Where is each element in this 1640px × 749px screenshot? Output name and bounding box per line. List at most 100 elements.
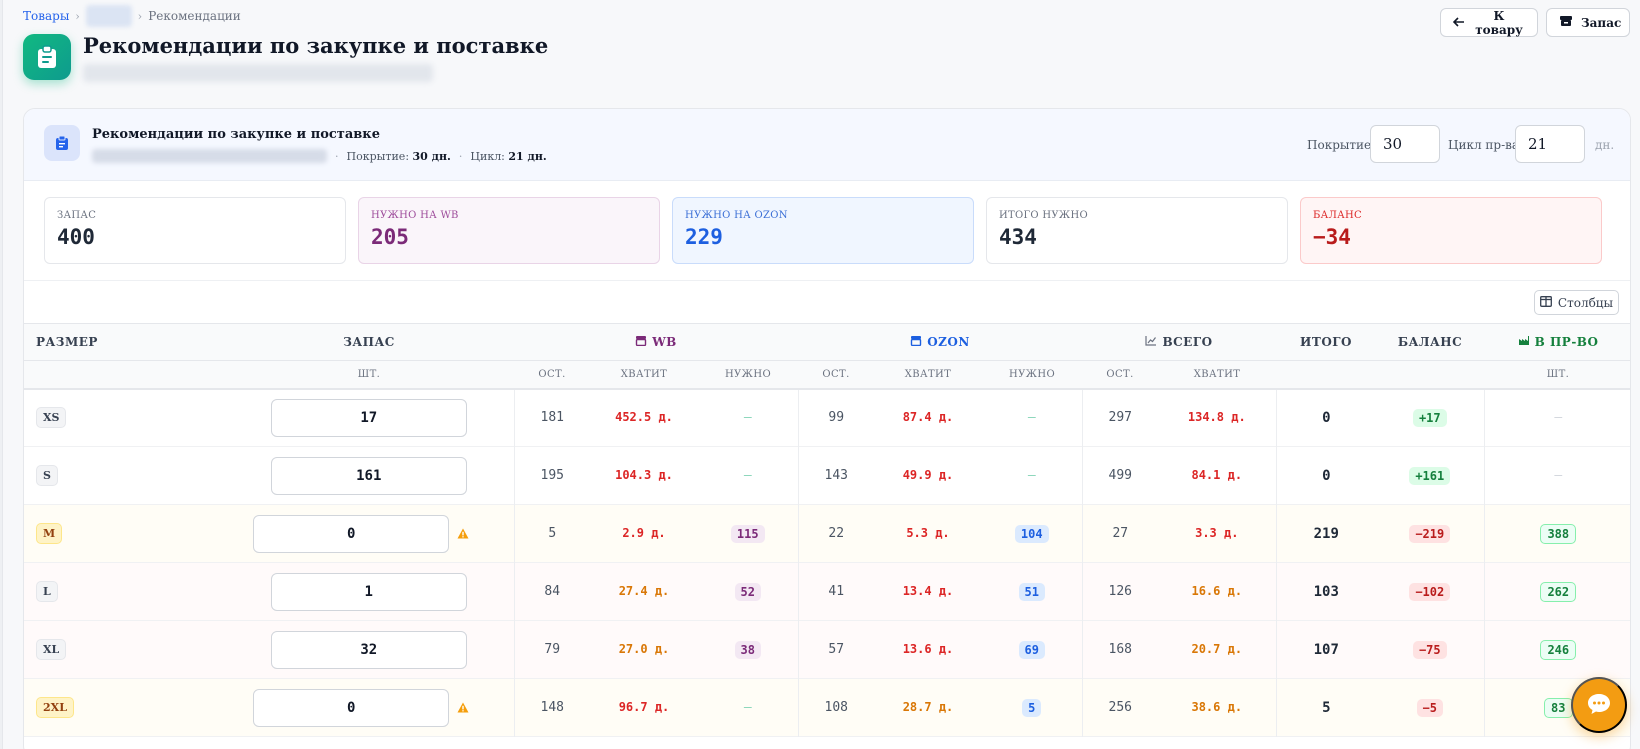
col-group-wb-label: WB: [652, 335, 677, 349]
col-group-ozon: OZON: [798, 323, 1083, 361]
breadcrumb-separator: ›: [137, 9, 143, 23]
size-badge: 2XL: [36, 697, 74, 718]
need-badge: 5: [1022, 698, 1042, 717]
stat-card-balance: БАЛАНС −34: [1300, 197, 1602, 264]
days-value: 3.3 д.: [1195, 526, 1239, 540]
clipboard-icon: [23, 34, 71, 80]
wb-days-cell: 27.0 д.: [590, 621, 698, 679]
empty-dash: —: [743, 468, 752, 483]
stat-value: 434: [999, 225, 1037, 249]
oz-days-cell: 13.6 д.: [874, 621, 982, 679]
stock-quantity-input[interactable]: [253, 514, 450, 553]
production-badge: 262: [1540, 581, 1577, 602]
cycle-input[interactable]: [1515, 125, 1585, 163]
chat-bubble-icon: [1586, 692, 1612, 719]
table-row: XL 79 27.0 д. 38 57 13.6 д. 69 168 20.7 д. 107 −75…: [24, 620, 1630, 679]
days-value: 5.3 д.: [906, 526, 950, 540]
days-value: 96.7 д.: [618, 700, 670, 714]
total-days-cell: 84.1 д.: [1158, 446, 1277, 505]
empty-dash: —: [1027, 468, 1036, 483]
oz-days-cell: 28.7 д.: [874, 679, 982, 737]
meta-cycle: Цикл: 21 дн.: [470, 150, 546, 163]
cycle-label: Цикл пр-ва:: [1448, 138, 1524, 152]
itogo-cell: 0: [1276, 447, 1376, 505]
subhead-oz-ost: ОСТ.: [798, 360, 874, 390]
meta-coverage: Покрытие: 30 дн.: [347, 150, 451, 163]
back-to-product-button[interactable]: К товару: [1440, 8, 1538, 37]
stock-quantity-input[interactable]: [270, 398, 467, 437]
subhead-total-ost: ОСТ.: [1082, 360, 1159, 390]
meta-separator: ·: [335, 149, 339, 163]
wb-need-cell: 38: [698, 620, 799, 679]
stock-button[interactable]: Запас: [1546, 8, 1630, 37]
col-production-label: В ПР-ВО: [1534, 335, 1599, 349]
wb-ost-cell: 5: [548, 526, 557, 541]
oz-ost-cell: 41: [828, 584, 845, 599]
subhead-empty: [1276, 360, 1377, 390]
page-subtitle: [83, 64, 433, 82]
size-badge: XS: [36, 407, 67, 429]
panel-title: Рекомендации по закупке и поставке: [92, 127, 380, 142]
stat-value: 400: [57, 225, 95, 249]
chat-button[interactable]: [1571, 677, 1627, 733]
factory-icon: [1518, 335, 1530, 349]
size-badge: L: [36, 581, 58, 602]
days-value: 2.9 д.: [622, 526, 666, 540]
itogo-cell: 103: [1276, 563, 1376, 621]
clipboard-icon: [44, 125, 80, 161]
days-value: 27.0 д.: [618, 642, 670, 656]
stock-cell: [224, 388, 515, 447]
wb-need-cell: —: [698, 678, 799, 737]
wb-ost-cell: 79: [544, 642, 561, 657]
stat-label: НУЖНО НА OZON: [685, 210, 788, 221]
total-ost-cell: 168: [1108, 642, 1132, 657]
breadcrumb-product-link[interactable]: [85, 5, 132, 27]
balance-cell: +161: [1376, 446, 1485, 505]
stock-quantity-input[interactable]: [270, 572, 467, 611]
col-group-ozon-label: OZON: [927, 335, 970, 349]
coverage-input[interactable]: [1370, 125, 1440, 163]
table-row: L 84 27.4 д. 52 41 13.4 д. 51 126 16.6 д. 103 −102…: [24, 562, 1630, 621]
meta-coverage-value: 30 дн.: [412, 149, 451, 163]
subhead-empty: [1376, 360, 1485, 390]
size-badge: XL: [36, 639, 67, 660]
columns-button-label: Столбцы: [1557, 295, 1614, 310]
production-cell: —: [1484, 389, 1630, 447]
sidebar-edge: [0, 0, 3, 749]
wb-ost-cell: 84: [544, 584, 561, 599]
stock-quantity-input[interactable]: [270, 456, 467, 495]
subhead-prod-unit: ШТ.: [1484, 360, 1630, 390]
wb-need-cell: 52: [698, 562, 799, 621]
oz-days-cell: 13.4 д.: [874, 563, 982, 621]
days-value: 13.6 д.: [902, 642, 954, 656]
days-value: 13.4 д.: [902, 584, 954, 598]
stock-quantity-input[interactable]: [270, 630, 467, 669]
subhead-empty: [24, 360, 224, 390]
subhead-wb-ost: ОСТ.: [514, 360, 590, 390]
recommendations-panel: Рекомендации по закупке и поставке · Пок…: [23, 108, 1631, 749]
size-cell: S: [24, 447, 224, 505]
days-value: 38.6 д.: [1191, 700, 1243, 714]
total-days-cell: 16.6 д.: [1158, 562, 1277, 621]
wb-days-cell: 2.9 д.: [590, 505, 698, 563]
days-value: 16.6 д.: [1191, 584, 1243, 598]
need-badge: 51: [1018, 582, 1045, 601]
itogo-cell: 0: [1276, 389, 1376, 447]
warning-icon: [457, 528, 469, 540]
balance-badge: −5: [1416, 698, 1443, 717]
production-cell: 246: [1484, 621, 1630, 679]
columns-button[interactable]: Столбцы: [1534, 290, 1619, 315]
days-value: 134.8 д.: [1187, 410, 1246, 425]
stat-value: −34: [1313, 225, 1351, 249]
breadcrumb-link-products[interactable]: Товары: [23, 9, 70, 23]
oz-need-cell: 104: [982, 504, 1083, 563]
itogo-value: 103: [1313, 583, 1339, 600]
breadcrumb: Товары › › Рекомендации: [23, 5, 241, 27]
itogo-value: 5: [1322, 699, 1331, 716]
stock-quantity-input[interactable]: [253, 688, 450, 727]
need-badge: 52: [734, 582, 761, 601]
table-row: 2XL 148 96.7 д. — 108 28.7 д. 5 256 38.6 д. 5 −5 83: [24, 678, 1630, 737]
oz-need-cell: —: [982, 388, 1083, 447]
balance-cell: −102: [1376, 562, 1485, 621]
wb-days-cell: 104.3 д.: [590, 447, 698, 505]
